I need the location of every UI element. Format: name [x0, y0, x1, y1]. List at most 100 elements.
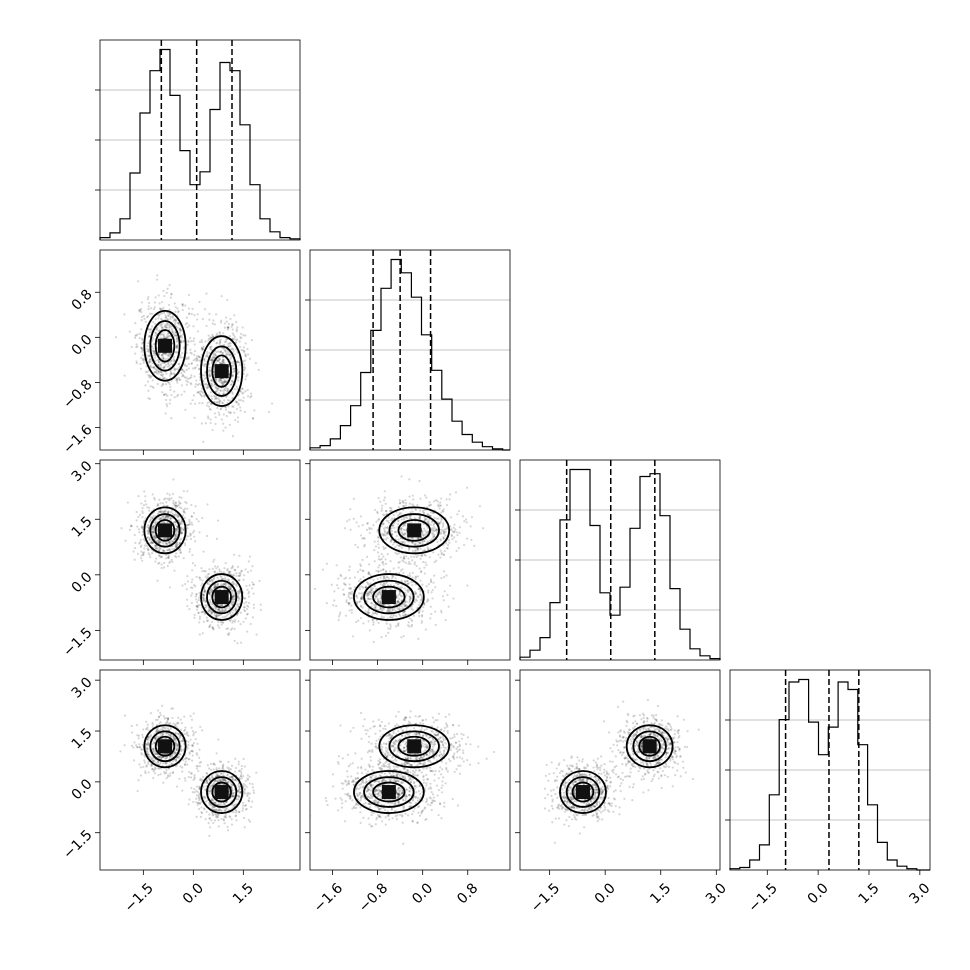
sample-point [158, 767, 161, 770]
sample-point [169, 517, 172, 520]
sample-point [142, 504, 146, 507]
sample-point [170, 293, 173, 296]
sample-point [223, 349, 227, 352]
sample-point [175, 555, 178, 559]
sample-point [176, 326, 179, 329]
sample-point [151, 336, 155, 339]
sample-point [457, 547, 460, 550]
sample-point [168, 284, 171, 287]
sample-point [179, 334, 183, 337]
sample-point [202, 593, 205, 597]
sample-point [179, 502, 182, 505]
sample-point [226, 627, 230, 630]
sample-point [270, 402, 274, 405]
sample-point [415, 555, 418, 559]
sample-point [377, 598, 380, 602]
sample-point [177, 500, 180, 503]
sample-point [151, 366, 154, 369]
sample-point [159, 363, 162, 366]
sample-point [177, 393, 180, 396]
sample-point [389, 560, 392, 563]
sample-point [203, 383, 207, 386]
sample-point [162, 515, 165, 518]
sample-point [219, 338, 222, 341]
sample-point [374, 611, 377, 615]
sample-point [201, 317, 204, 321]
sample-point [382, 616, 385, 619]
sample-point [372, 621, 375, 624]
sample-point [216, 387, 219, 390]
sample-point [400, 605, 404, 608]
sample-point [405, 600, 408, 603]
sample-point [176, 339, 179, 342]
sample-point [165, 316, 168, 319]
sample-point [414, 507, 417, 510]
sample-point [377, 570, 380, 573]
sample-point [411, 619, 414, 623]
sample-point [431, 532, 435, 535]
sample-point [355, 620, 358, 624]
sample-point [151, 526, 154, 529]
sample-point [135, 343, 138, 346]
sample-point [458, 531, 461, 534]
sample-point [377, 543, 380, 546]
sample-point [390, 538, 393, 542]
sample-point [183, 370, 186, 374]
sample-point [226, 567, 229, 571]
sample-point [175, 543, 178, 546]
sample-point [149, 516, 152, 519]
sample-point [177, 516, 180, 519]
sample-point [386, 531, 390, 534]
sample-point [193, 584, 196, 587]
sample-point [186, 357, 189, 360]
sample-point [219, 379, 222, 382]
sample-point [186, 343, 189, 346]
sample-point [437, 517, 440, 520]
sample-point [159, 322, 162, 326]
sample-point [141, 347, 144, 350]
sample-point [216, 576, 219, 579]
sample-point [245, 584, 248, 588]
sample-point [167, 555, 170, 559]
sample-point [367, 620, 370, 623]
sample-point [401, 611, 405, 614]
sample-point [347, 593, 350, 597]
sample-point [395, 614, 398, 618]
sample-point [159, 728, 162, 731]
sample-point [419, 579, 422, 582]
sample-point [389, 623, 392, 626]
sample-point [146, 316, 149, 319]
sample-point [183, 363, 186, 366]
sample-point [346, 520, 349, 523]
sample-point [407, 557, 410, 560]
sample-point [385, 610, 389, 613]
sample-point [189, 532, 192, 535]
sample-point [382, 527, 386, 530]
sample-point [197, 390, 200, 394]
sample-point [252, 583, 255, 586]
sample-point [155, 735, 158, 738]
sample-point [126, 501, 129, 504]
sample-point [433, 500, 436, 503]
sample-point [166, 537, 169, 540]
sample-point [135, 360, 138, 363]
sample-point [198, 615, 202, 618]
sample-point [161, 391, 164, 394]
sample-point [229, 317, 232, 321]
sample-point [220, 603, 223, 607]
sample-point [197, 367, 201, 370]
sample-point [202, 440, 205, 443]
sample-point [161, 726, 164, 729]
sample-point [208, 591, 211, 594]
sample-point [167, 515, 171, 518]
sample-point [155, 278, 159, 281]
sample-point [198, 756, 201, 759]
sample-point [169, 398, 172, 402]
sample-point [231, 611, 234, 614]
sample-point [401, 525, 404, 528]
sample-point [218, 400, 221, 403]
sample-point [419, 547, 422, 550]
sample-point [145, 742, 148, 746]
hist-panel-3 [725, 669, 931, 871]
sample-point [220, 583, 223, 586]
